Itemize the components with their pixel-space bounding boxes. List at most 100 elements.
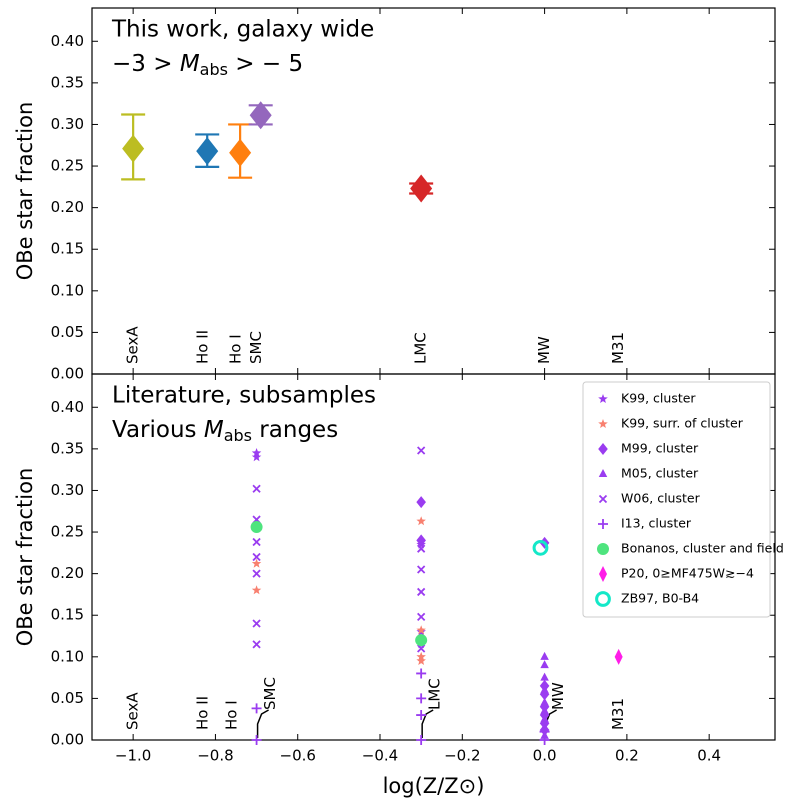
y-tick-label: 0.20 [51,198,84,216]
x-tick-label: −0.4 [362,747,398,765]
galaxy-label: Ho I [227,334,245,364]
circle-marker [532,539,549,556]
x-tick-label: 0.2 [615,747,639,765]
diamond-marker [614,648,623,665]
legend-label: Bonanos, cluster and field [621,541,784,556]
legend-label: ZB97, B0-B4 [621,591,699,606]
subtitle-part: Various [112,417,204,443]
y-tick-label: 0.30 [51,481,84,499]
x-tick-label: −0.8 [197,747,233,765]
x-tick-label: −0.6 [280,747,316,765]
legend-marker [599,566,607,582]
galaxy-label: SexA [124,692,142,730]
panel-subtitle: Various Mabs ranges [112,417,338,445]
galaxy-label: MW [535,336,553,364]
y-tick-label: 0.20 [51,564,84,582]
triangle-marker [540,714,549,723]
x-marker [417,565,426,574]
galaxy-label: Ho II [194,330,212,364]
triangle-marker [540,697,549,706]
y-tick-label: 0.00 [51,731,84,749]
legend-label: K99, cluster [621,391,696,406]
star-marker [416,656,426,665]
x-marker [417,446,426,455]
y-tick-label: 0.00 [51,365,84,383]
x-marker [252,640,261,649]
y-tick-label: 0.05 [51,323,84,341]
subtitle-part: > − 5 [228,51,303,77]
legend-marker [598,419,608,428]
point-marker [196,137,219,166]
legend-label: M05, cluster [621,466,699,481]
triangle-marker [540,672,549,681]
subtitle-part: M [204,417,224,443]
y-axis-label: OBe star fraction [13,102,37,281]
x-marker [252,569,261,578]
y-tick-label: 0.35 [51,73,84,91]
legend-marker [598,519,608,529]
x-marker [417,544,426,553]
galaxy-label: M31 [609,698,627,730]
star-marker [251,558,262,568]
legend-label: I13, cluster [621,516,692,531]
plus-marker [416,735,427,745]
plus-marker [416,693,427,704]
y-tick-label: 0.35 [51,439,84,457]
galaxy-label: Ho II [194,696,212,730]
y-tick-label: 0.30 [51,115,84,133]
subtitle-part: abs [224,426,252,445]
legend-marker [598,469,608,477]
legend-label: K99, surr. of cluster [621,416,744,431]
y-tick-label: 0.10 [51,647,84,665]
triangle-marker [540,722,549,731]
star-marker [416,516,426,526]
y-axis-label: OBe star fraction [13,468,37,647]
panel-title: This work, galaxy wide [111,17,374,43]
subtitle-part: −3 > [112,51,180,77]
panel-subtitle: −3 > Mabs > − 5 [112,51,303,79]
plot-frame [91,373,776,741]
plus-marker [251,735,262,745]
triangle-marker [540,685,549,694]
point-marker [410,174,433,203]
galaxy-label: M31 [609,332,627,364]
legend-marker [598,443,608,455]
subtitle-part: abs [200,60,228,79]
diamond-marker [416,534,426,547]
x-marker [252,552,261,562]
star-marker [251,452,262,462]
legend-box [582,381,771,618]
plus-marker [416,668,427,679]
plus-marker [539,735,550,745]
x-marker [417,612,426,622]
x-marker [417,644,426,653]
legend-marker [598,494,608,504]
x-marker [252,484,261,493]
x-tick-label: −1.0 [115,747,151,765]
y-tick-label: 0.25 [51,157,84,175]
galaxy-label: SexA [124,326,142,364]
diamond-marker [416,496,426,509]
x-marker [417,587,426,597]
y-tick-label: 0.15 [51,606,84,624]
galaxy-label: Ho I [222,700,240,730]
legend-label: M99, cluster [621,441,699,456]
x-tick-label: 0.4 [697,747,721,765]
galaxy-label: LMC [426,678,444,710]
x-marker [252,619,261,628]
galaxy-label: LMC [412,332,430,364]
legend-marker [597,543,609,555]
point-marker [229,138,252,167]
subtitle-part: ranges [252,417,338,443]
legend-marker [595,591,611,607]
legend-label: W06, cluster [621,491,701,506]
plus-marker [416,710,427,721]
x-marker [252,537,261,547]
galaxy-label: SMC [247,331,265,364]
y-tick-label: 0.25 [51,523,84,541]
galaxy-label: SMC [261,677,279,710]
triangle-marker [540,660,549,669]
subtitle-part: M [180,51,200,77]
point-marker [122,134,145,163]
